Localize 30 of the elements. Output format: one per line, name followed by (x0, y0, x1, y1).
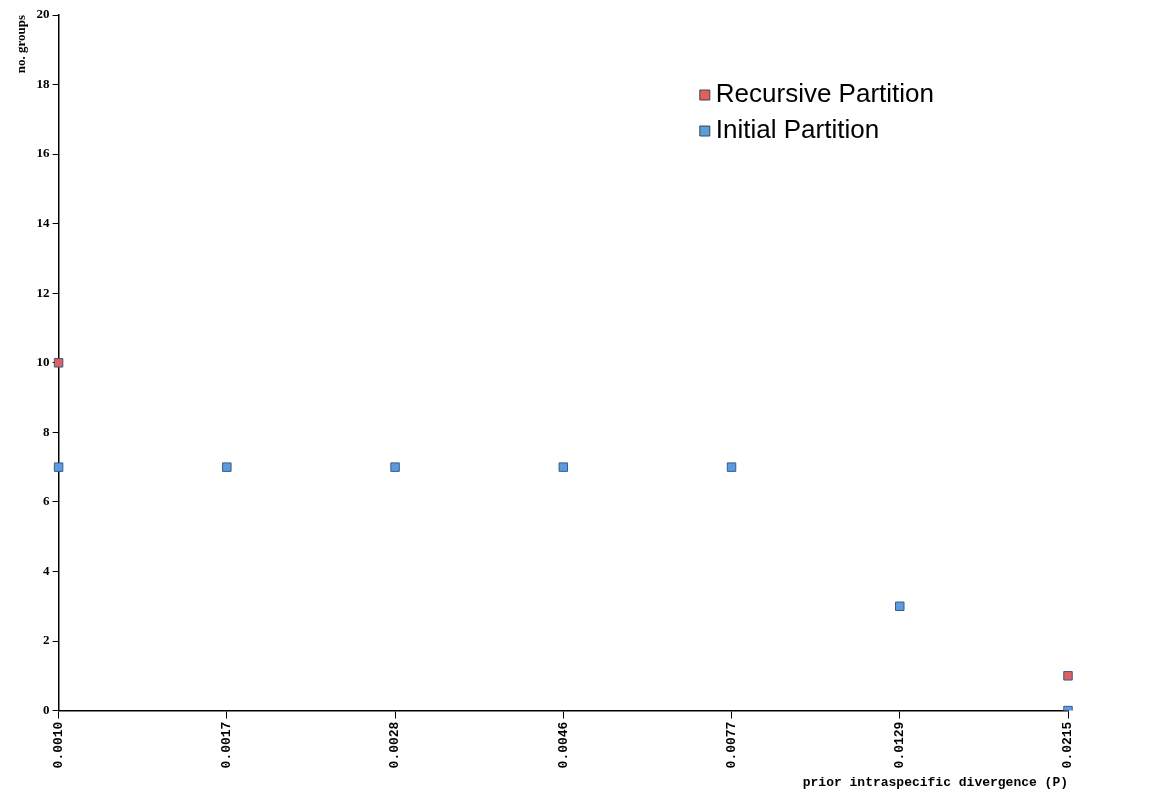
point (726, 462, 737, 472)
y-tick-label: 6 (43, 493, 51, 509)
x-tick-label: 0.0010 (50, 721, 66, 769)
y-tick-label: 18 (36, 75, 51, 91)
point (558, 462, 569, 472)
point (895, 601, 905, 611)
legend-label: Recursive Partition (715, 78, 935, 109)
y-tick-label: 14 (36, 215, 51, 231)
point (222, 462, 232, 472)
x-axis-title: prior intraspecific divergence (P) (802, 775, 1068, 791)
point (53, 358, 64, 368)
x-tick-label: 0.0077 (723, 721, 739, 769)
y-tick-label: 8 (43, 423, 51, 439)
y-tick-label: 12 (36, 284, 50, 300)
y-tick-label: 4 (43, 562, 51, 578)
y-tick-label: 10 (36, 354, 50, 370)
x-tick-label: 0.0028 (387, 721, 403, 769)
y-tick-label: 0 (43, 701, 50, 717)
y-tick-label: 20 (36, 6, 50, 22)
y-tick-label: 16 (36, 145, 51, 161)
x-tick-label: 0.0129 (892, 721, 908, 769)
point (1063, 671, 1073, 681)
y-tick-label: 2 (43, 632, 50, 648)
x-tick-label: 0.0215 (1060, 721, 1076, 769)
point (390, 462, 400, 472)
x-tick-label: 0.0046 (555, 721, 571, 769)
y-axis-title: no. groups (13, 15, 29, 74)
point (53, 462, 64, 472)
legend-label: Initial Partition (715, 114, 880, 145)
x-tick-label: 0.0017 (219, 721, 235, 769)
